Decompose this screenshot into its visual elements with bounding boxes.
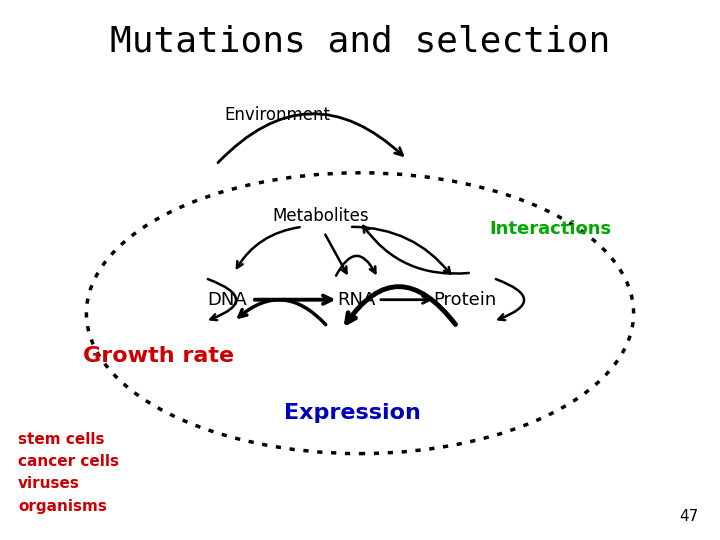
FancyArrowPatch shape	[237, 227, 300, 268]
FancyArrowPatch shape	[218, 114, 402, 163]
FancyArrowPatch shape	[255, 295, 331, 304]
Text: RNA: RNA	[337, 291, 376, 309]
FancyArrowPatch shape	[363, 226, 469, 274]
FancyArrowPatch shape	[352, 227, 450, 274]
FancyArrowPatch shape	[208, 279, 236, 320]
FancyArrowPatch shape	[325, 235, 346, 273]
Text: Environment: Environment	[224, 106, 330, 124]
FancyArrowPatch shape	[347, 287, 456, 325]
FancyArrowPatch shape	[381, 296, 430, 303]
Text: 47: 47	[679, 509, 698, 524]
Text: stem cells
cancer cells
viruses
organisms: stem cells cancer cells viruses organism…	[18, 432, 119, 514]
FancyArrowPatch shape	[239, 300, 325, 325]
Text: Interactions: Interactions	[490, 220, 612, 239]
Text: Protein: Protein	[433, 291, 496, 309]
Text: Mutations and selection: Mutations and selection	[110, 24, 610, 58]
Text: Expression: Expression	[284, 403, 421, 423]
Text: Metabolites: Metabolites	[272, 207, 369, 225]
Text: Growth rate: Growth rate	[83, 346, 234, 367]
FancyArrowPatch shape	[496, 279, 524, 320]
Text: DNA: DNA	[207, 291, 247, 309]
FancyArrowPatch shape	[336, 256, 375, 275]
